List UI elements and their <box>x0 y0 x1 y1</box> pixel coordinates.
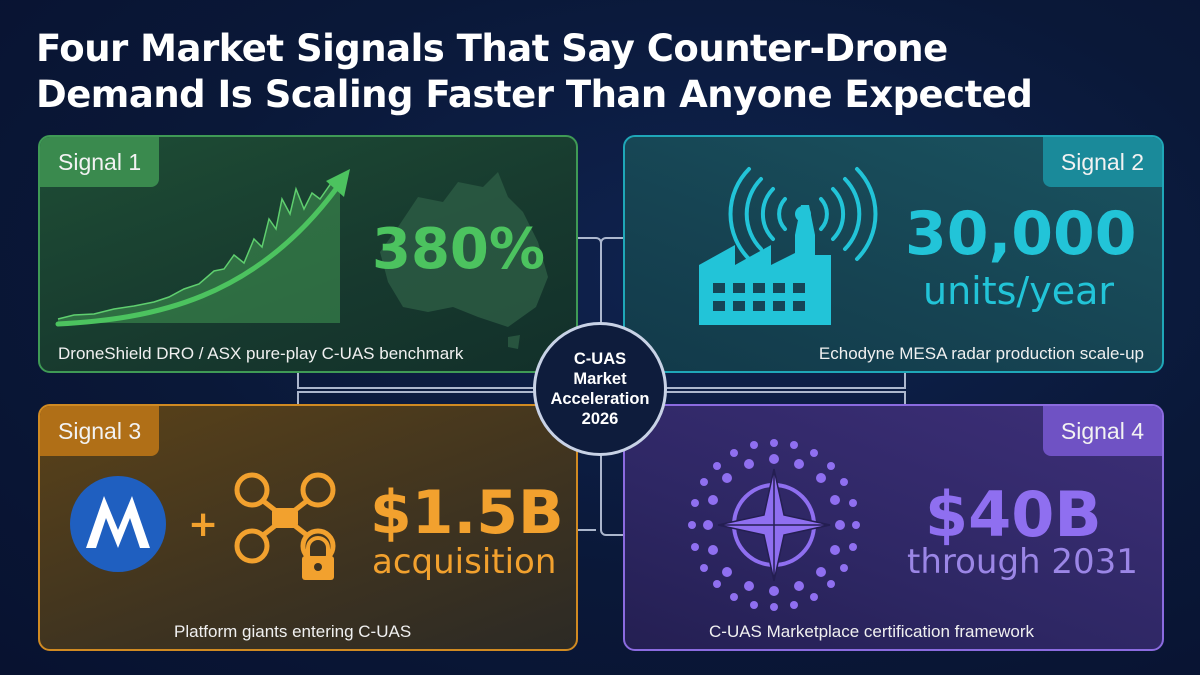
australia-map-icon <box>380 172 548 349</box>
title-line-2: Demand Is Scaling Faster Than Anyone Exp… <box>36 73 1033 116</box>
signal-3-value: $1.5B <box>370 478 564 548</box>
signal-1-value: 380% <box>372 217 546 282</box>
signal-4-caption: C-UAS Marketplace certification framewor… <box>709 622 1034 641</box>
signal-4-subvalue: through 2031 <box>907 542 1138 582</box>
signal-card-1: Signal 1 380% DroneShield DRO / ASX pure… <box>38 135 578 373</box>
signal-1-tag: Signal 1 <box>40 137 160 187</box>
signal-card-4: Signal 4 $40B through 2031 C-UAS Marketp… <box>623 404 1164 651</box>
plus-icon: + <box>188 504 219 545</box>
signal-2-subvalue: units/year <box>923 269 1115 313</box>
signal-3-subvalue: acquisition <box>372 542 557 582</box>
central-hub: C-UAS Market Acceleration 2026 <box>533 322 667 456</box>
motorola-logo-icon <box>70 476 166 572</box>
drone-icon <box>234 472 336 564</box>
signal-card-2: Signal 2 30,000 units/year Echodyne MESA… <box>623 135 1164 373</box>
signal-1-caption: DroneShield DRO / ASX pure-play C-UAS be… <box>58 344 464 363</box>
factory-icon <box>699 205 831 325</box>
title-line-1: Four Market Signals That Say Counter-Dro… <box>36 27 948 70</box>
signal-4-value: $40B <box>925 478 1102 551</box>
signal-card-3: Signal 3 + $1.5B acquisition Platform gi… <box>38 404 578 651</box>
signal-3-tag: Signal 3 <box>40 406 160 456</box>
signal-2-value: 30,000 <box>905 199 1137 269</box>
signal-3-caption: Platform giants entering C-UAS <box>174 622 412 641</box>
nato-compass-star-icon <box>688 439 860 611</box>
signal-2-caption: Echodyne MESA radar production scale-up <box>818 344 1144 363</box>
hub-label: C-UAS Market Acceleration 2026 <box>550 350 650 428</box>
signal-2-tag: Signal 2 <box>1042 137 1162 187</box>
stock-growth-chart-icon <box>55 169 350 327</box>
page-title: Four Market Signals That Say Counter-Dro… <box>36 26 1036 118</box>
signal-4-tag: Signal 4 <box>1042 406 1162 456</box>
lock-icon <box>302 536 334 580</box>
